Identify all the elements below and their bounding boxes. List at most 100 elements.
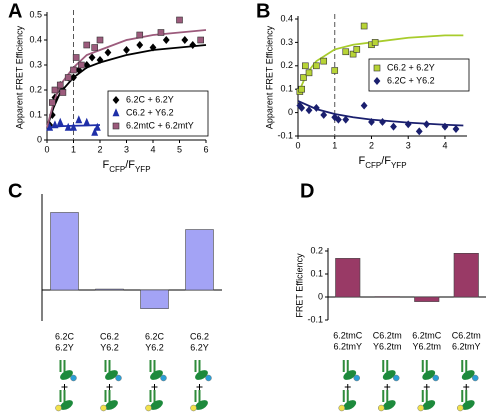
membrane-icon [346, 360, 349, 372]
membrane-icon [461, 360, 464, 372]
point [83, 41, 91, 49]
y-tick-label: 0 [288, 107, 293, 117]
point [70, 122, 77, 131]
membrane-icon [59, 360, 62, 372]
point [335, 115, 342, 124]
point [300, 74, 307, 81]
membrane-icon [386, 390, 389, 402]
y-tick-label: 0.4 [29, 34, 42, 44]
fit-curve [297, 100, 464, 127]
point [83, 117, 91, 126]
fit-curve [46, 44, 207, 128]
membrane-icon [153, 390, 156, 402]
fluorophore-icon [205, 374, 212, 382]
y-axis-label: Apparent FRET Efficiency [264, 25, 274, 129]
panel-letter: A [8, 0, 22, 22]
membrane-icon [108, 360, 111, 372]
fit-curve [297, 34, 464, 95]
x-tick-label: 4 [150, 144, 155, 154]
legend-marker [112, 96, 120, 104]
legend-label: C6.2 + Y6.2 [126, 107, 174, 117]
fluorophore-icon [417, 404, 424, 412]
x-axis-label-part: F [358, 155, 365, 167]
point [59, 89, 67, 96]
x-tick-label: 0 [44, 144, 49, 154]
category-label: Y6.2 [145, 342, 164, 352]
category-label: Y6.2tm [412, 341, 441, 351]
membrane-icon [104, 360, 107, 372]
point [136, 41, 144, 49]
point [78, 61, 85, 69]
membrane-icon [198, 360, 201, 372]
fluorophore-icon [55, 404, 62, 412]
membrane-icon [63, 390, 66, 402]
point [136, 31, 144, 39]
y-tick-label: 0.2 [280, 60, 293, 70]
protein-icon [422, 400, 436, 410]
category-label: C6.2tm [452, 330, 481, 340]
point [342, 48, 350, 56]
category-label: 6.2tmC [412, 330, 442, 340]
point [312, 103, 320, 112]
x-tick-label: 3 [124, 144, 129, 154]
point [360, 101, 368, 110]
point [46, 122, 54, 131]
x-axis-label-part: YFP [391, 161, 407, 170]
membrane-icon [421, 360, 424, 372]
point [298, 103, 306, 112]
point [72, 54, 80, 61]
legend-marker [373, 77, 381, 85]
membrane-icon [342, 390, 345, 402]
point [48, 99, 56, 106]
point [331, 67, 339, 74]
point [64, 122, 72, 131]
membrane-icon [342, 360, 345, 372]
panel-letter: C [8, 180, 22, 202]
membrane-icon [104, 390, 107, 402]
point [104, 48, 112, 57]
point [313, 62, 320, 70]
point [423, 120, 430, 129]
y-tick-label: 0.2 [29, 84, 42, 94]
point [189, 41, 197, 49]
legend-label: C6.2 + 6.2Y [387, 62, 435, 72]
y-tick-label: -0.1 [307, 314, 323, 324]
protein-icon [382, 370, 396, 380]
bar [374, 296, 400, 298]
point [305, 69, 313, 77]
membrane-icon [461, 390, 464, 402]
y-tick-label: 0.3 [280, 37, 293, 47]
point [368, 117, 375, 126]
y-tick-label: 0.1 [310, 268, 323, 278]
membrane-icon [465, 390, 468, 402]
membrane-icon [425, 390, 428, 402]
point [176, 16, 183, 24]
y-tick-label: 0.5 [29, 9, 42, 19]
fluorophore-icon [190, 404, 197, 412]
point [75, 115, 83, 124]
point [91, 44, 98, 51]
panel-letter: B [256, 0, 270, 22]
point [56, 81, 64, 89]
x-tick-label: 1 [71, 144, 76, 154]
point [320, 57, 328, 65]
fluorophore-icon [353, 374, 360, 382]
y-tick-label: 0 [37, 134, 42, 144]
point [51, 120, 59, 129]
x-axis-label-part: YFP [135, 165, 151, 174]
point [96, 36, 104, 44]
point [349, 50, 357, 58]
fluorophore-icon [70, 374, 77, 382]
point [360, 22, 368, 30]
point [83, 61, 91, 69]
membrane-icon [149, 360, 152, 372]
fluorophore-icon [432, 374, 439, 382]
protein-icon [195, 370, 208, 380]
y-tick-label: 0.4 [280, 13, 293, 23]
protein-icon [150, 400, 163, 410]
x-axis-label: FCFP/FYFP [102, 159, 150, 174]
fluorophore-icon [393, 374, 400, 382]
protein-icon [105, 370, 118, 380]
bar [140, 289, 169, 309]
point [157, 29, 165, 36]
